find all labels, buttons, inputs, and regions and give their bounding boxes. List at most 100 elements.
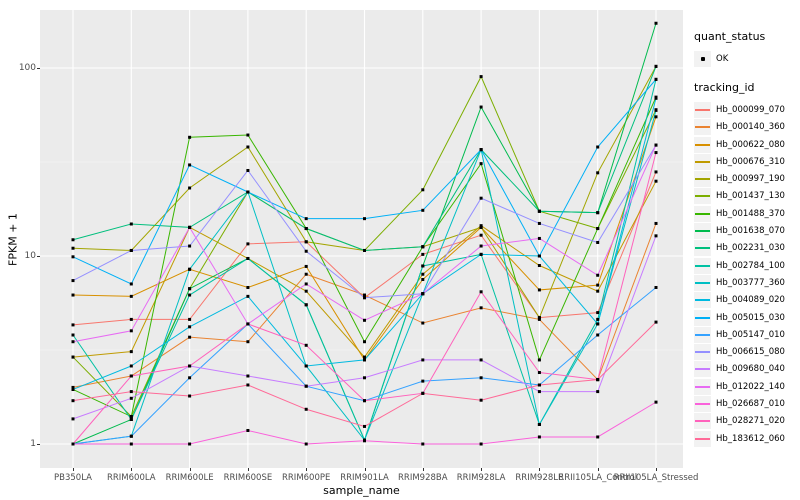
data-point [246, 340, 250, 344]
data-point [654, 77, 658, 81]
legend-item-Hb_012022_140: Hb_012022_140 [694, 378, 785, 395]
x-tick-label: RRIM600LE [165, 473, 214, 483]
legend-item-label: Hb_000099_070 [716, 104, 785, 115]
data-point [188, 335, 192, 339]
data-point [421, 264, 425, 268]
legend-item-Hb_002784_100: Hb_002784_100 [694, 257, 785, 274]
data-point [129, 390, 133, 394]
line-swatch-icon [694, 171, 711, 188]
data-point [71, 399, 75, 403]
legend-item-Hb_000622_080: Hb_000622_080 [694, 136, 785, 153]
data-point [363, 217, 366, 221]
legend-item-label: Hb_005015_030 [716, 312, 785, 323]
data-point [71, 385, 75, 389]
data-point [71, 355, 75, 359]
data-point [246, 383, 250, 387]
x-tick-label: RRIM901LA [340, 473, 389, 483]
data-point [537, 358, 541, 362]
data-point [246, 256, 250, 260]
legend-item-Hb_003777_360: Hb_003777_360 [694, 274, 785, 291]
legend-item-Hb_000997_190: Hb_000997_190 [694, 170, 785, 188]
y-tick-label: 1 [30, 439, 36, 449]
x-tick-label: RRIM928LE [515, 473, 564, 483]
data-point [188, 225, 192, 229]
data-point [537, 316, 541, 320]
data-point [304, 272, 308, 276]
data-point [479, 148, 483, 152]
legend-item-Hb_001488_370: Hb_001488_370 [694, 205, 785, 222]
x-tick-label: RRIM928BA [398, 473, 448, 483]
data-point [537, 288, 541, 292]
x-tick-label: PB350LA [54, 473, 92, 483]
line-swatch-icon [694, 430, 711, 447]
data-point [363, 248, 366, 252]
plot-svg [40, 10, 683, 468]
y-tick-label: 100 [18, 63, 36, 73]
ok-point-icon [694, 50, 711, 67]
data-point [654, 234, 658, 238]
data-point [129, 350, 133, 354]
data-point [421, 379, 425, 383]
data-point [596, 171, 600, 175]
data-point [479, 244, 483, 248]
data-point [596, 289, 600, 293]
legend-item-Hb_026687_010: Hb_026687_010 [694, 395, 785, 412]
data-point [421, 188, 425, 192]
data-point [537, 371, 541, 375]
data-point [304, 364, 308, 368]
data-point [129, 374, 133, 378]
data-point [304, 303, 308, 307]
data-point [129, 248, 133, 252]
legend-item-label: Hb_006615_080 [716, 347, 785, 358]
line-swatch-icon [694, 205, 711, 222]
legend-item-label: Hb_001488_370 [716, 208, 785, 219]
data-point [421, 358, 425, 362]
data-point [537, 390, 541, 394]
legend-item-Hb_006615_080: Hb_006615_080 [694, 343, 785, 361]
data-point [71, 246, 75, 250]
legend-item-Hb_002231_030: Hb_002231_030 [694, 240, 785, 257]
data-point [421, 277, 425, 281]
data-point [363, 355, 366, 359]
data-point [188, 186, 192, 190]
legend-quant-status-title: quant_status [694, 30, 766, 43]
legend-item-Hb_004089_020: Hb_004089_020 [694, 292, 785, 309]
data-point [363, 340, 366, 344]
line-swatch-icon [694, 240, 711, 257]
data-point [654, 179, 658, 183]
data-point [479, 233, 483, 237]
data-point [188, 364, 192, 368]
data-point [129, 415, 133, 419]
line-swatch-icon [694, 101, 711, 118]
data-point [71, 387, 75, 391]
data-point [596, 311, 600, 315]
data-point [129, 364, 133, 368]
data-point [537, 254, 541, 258]
data-point [304, 249, 308, 253]
data-point [304, 384, 308, 388]
data-point [71, 340, 75, 344]
data-point [71, 442, 75, 446]
data-point [363, 318, 366, 322]
data-point [537, 383, 541, 387]
data-point [188, 293, 192, 297]
line-swatch-icon [694, 344, 711, 361]
data-point [71, 417, 75, 421]
data-point [304, 227, 308, 231]
data-point [246, 374, 250, 378]
data-point [479, 105, 483, 109]
data-point [654, 151, 658, 155]
legend-item-label: OK [716, 53, 729, 64]
data-point [304, 442, 308, 446]
data-point [304, 240, 308, 244]
data-point [479, 442, 483, 446]
data-point [421, 292, 425, 296]
data-point [537, 422, 541, 426]
data-point [188, 394, 192, 398]
data-point [129, 434, 133, 438]
line-swatch-icon [694, 188, 711, 205]
data-point [246, 133, 250, 137]
data-point [71, 279, 75, 283]
data-point [654, 285, 658, 289]
